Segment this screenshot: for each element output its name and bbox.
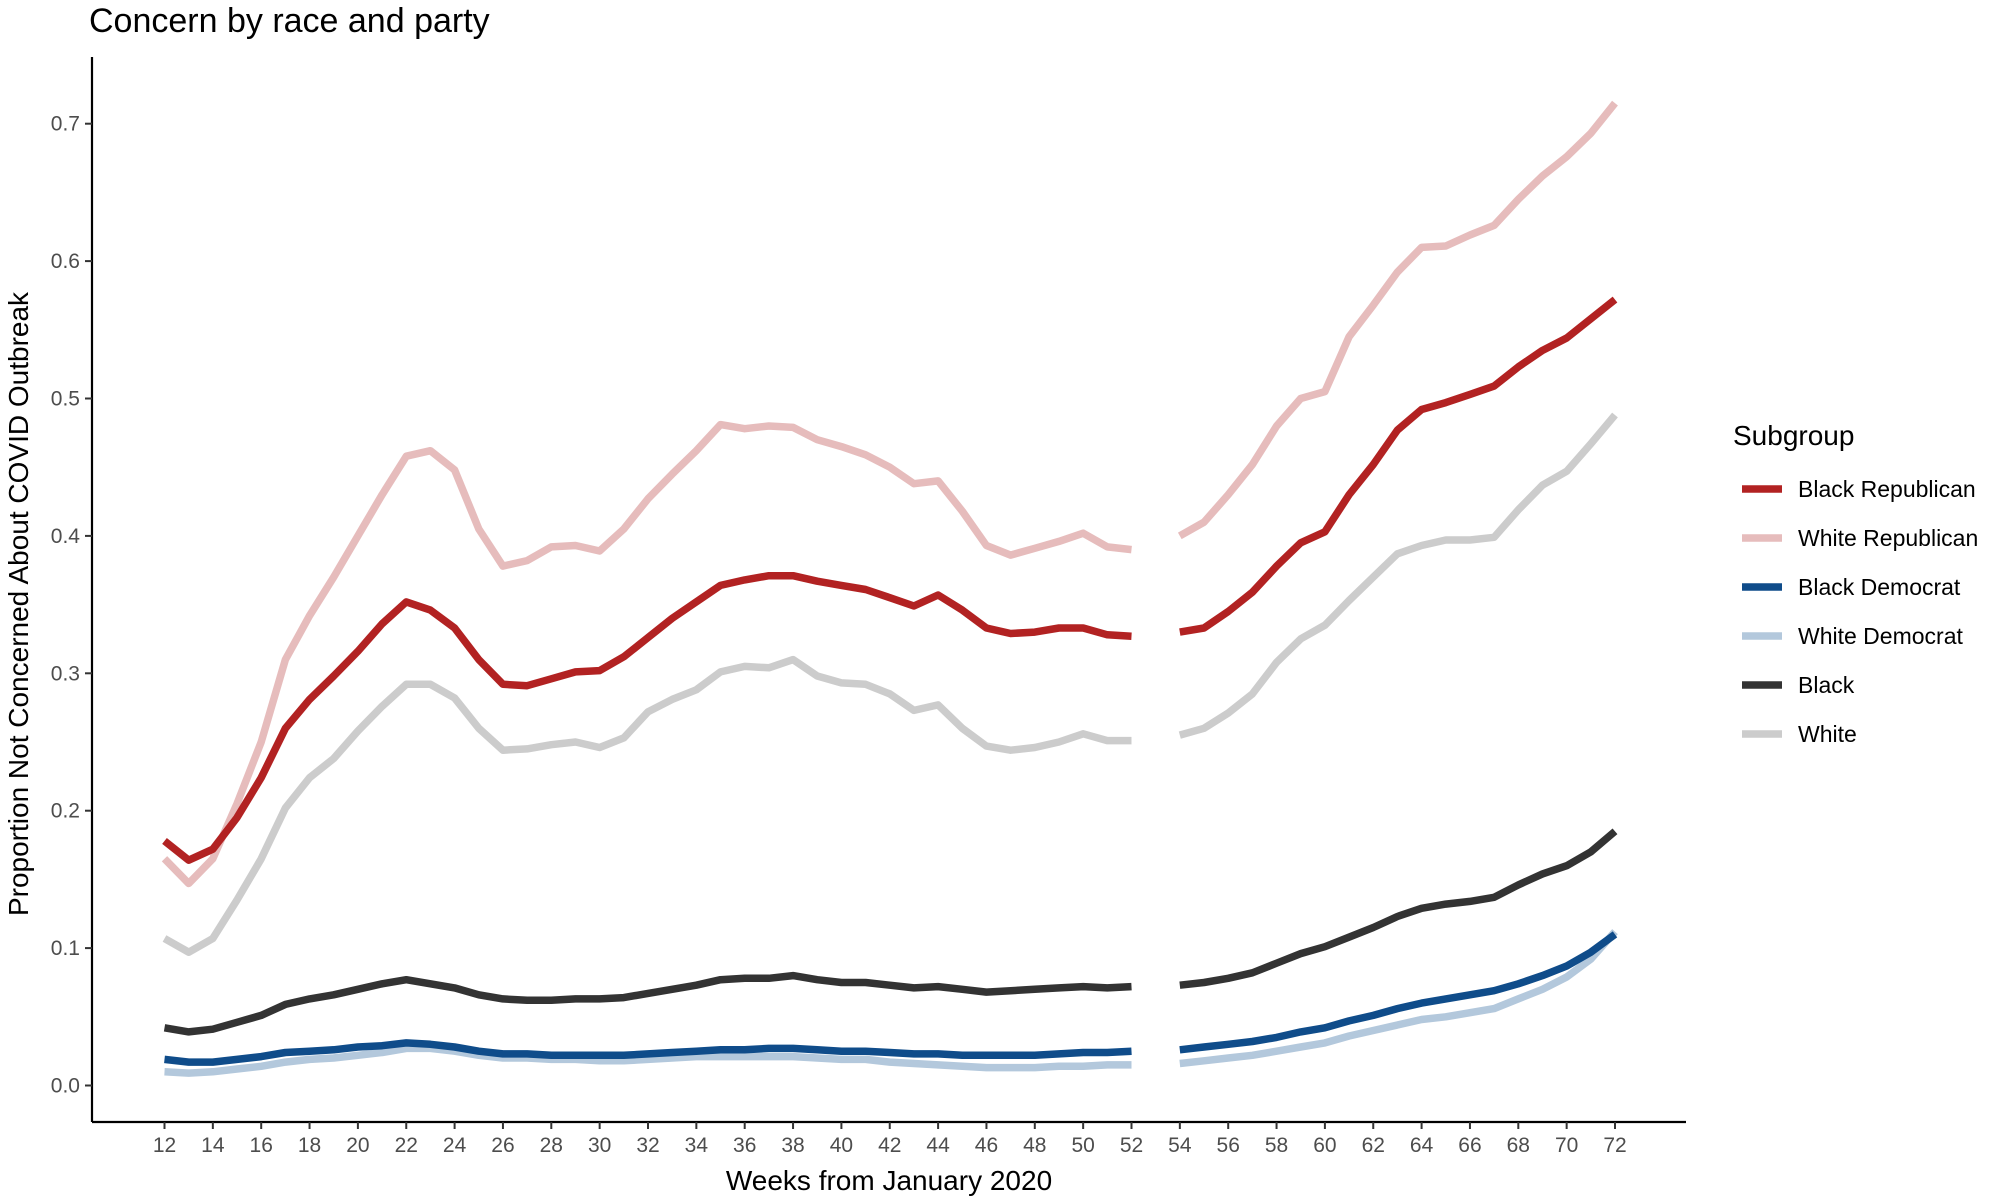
series-line-black-democrat (164, 1039, 1132, 1066)
y-tick-label: 0.6 (51, 250, 80, 273)
series-lines (161, 100, 1618, 1077)
legend-label: Black (1798, 672, 1855, 698)
legend-label: White Republican (1798, 525, 1978, 551)
series-line-white-republican (1177, 100, 1618, 540)
x-tick-label: 54 (1168, 1134, 1192, 1157)
x-tick-label: 12 (153, 1134, 176, 1157)
chart-title: Concern by race and party (89, 2, 490, 40)
axes: 0.0 0.1 0.2 0.3 0.4 0.5 0.6 0.7 12 14 16 18 20 22 24 26… (51, 57, 1686, 1157)
series-line-white-democrat (1179, 929, 1618, 1068)
x-tick-label: 46 (975, 1134, 998, 1157)
x-tick-label: 20 (346, 1134, 369, 1157)
x-tick-label: 66 (1458, 1134, 1481, 1157)
x-tick-label: 50 (1071, 1134, 1094, 1157)
legend: Subgroup Black Republican White Republica… (1733, 420, 1978, 747)
legend-item-white: White (1742, 721, 1857, 747)
x-tick-label: 22 (395, 1134, 418, 1157)
legend-item-black-republican: Black Republican (1742, 476, 1976, 502)
x-tick-label: 36 (733, 1134, 756, 1157)
legend-item-white-democrat: White Democrat (1742, 623, 1963, 649)
y-tick-label: 0.4 (51, 525, 81, 548)
x-tick-label: 44 (926, 1134, 950, 1157)
x-tick-label: 38 (781, 1134, 804, 1157)
x-tick-label: 58 (1265, 1134, 1288, 1157)
series-line-white-democrat (164, 1044, 1132, 1077)
x-tick-label: 62 (1362, 1134, 1385, 1157)
x-tick-label: 64 (1410, 1134, 1434, 1157)
x-tick-label: 30 (588, 1134, 611, 1157)
series-line-black-republican (162, 571, 1132, 864)
legend-label: Black Republican (1798, 476, 1976, 502)
y-axis-label: Proportion Not Concerned About COVID Out… (3, 291, 34, 916)
series-line-black-democrat (1179, 931, 1618, 1054)
series-line-black-republican (1179, 296, 1618, 636)
series-line-white (162, 655, 1132, 956)
legend-item-white-republican: White Republican (1742, 525, 1978, 551)
x-axis-label: Weeks from January 2020 (726, 1165, 1052, 1196)
legend-title: Subgroup (1733, 420, 1854, 451)
series-line-black (163, 971, 1132, 1036)
y-tick-label: 0.0 (51, 1075, 80, 1098)
y-tick-label: 0.5 (51, 388, 80, 411)
legend-label: White (1798, 721, 1857, 747)
x-tick-label: 32 (636, 1134, 659, 1157)
x-tick-label: 42 (878, 1134, 901, 1157)
legend-label: White Democrat (1798, 623, 1963, 649)
x-tick-label: 56 (1217, 1134, 1240, 1157)
series-line-white (1178, 412, 1618, 739)
series-line-black (1179, 828, 1618, 989)
x-tick-label: 40 (830, 1134, 853, 1157)
legend-item-black-democrat: Black Democrat (1742, 574, 1961, 600)
x-tick-label: 68 (1507, 1134, 1530, 1157)
x-tick-label: 60 (1313, 1134, 1336, 1157)
x-tick-label: 70 (1555, 1134, 1578, 1157)
x-tick-label: 48 (1023, 1134, 1046, 1157)
legend-item-black: Black (1742, 672, 1855, 698)
y-tick-label: 0.2 (51, 800, 80, 823)
x-tick-label: 24 (443, 1134, 467, 1157)
y-tick-label: 0.3 (51, 662, 80, 685)
x-tick-label: 52 (1120, 1134, 1143, 1157)
x-tick-label: 26 (491, 1134, 514, 1157)
y-tick-label: 0.1 (51, 937, 80, 960)
x-tick-label: 16 (250, 1134, 273, 1157)
x-tick-label: 72 (1603, 1134, 1626, 1157)
legend-label: Black Democrat (1798, 574, 1961, 600)
series-line-white-republican (161, 420, 1132, 888)
x-tick-label: 34 (685, 1134, 709, 1157)
x-tick-label: 14 (201, 1134, 225, 1157)
x-tick-label: 18 (298, 1134, 321, 1157)
y-tick-label: 0.7 (51, 113, 80, 136)
x-tick-label: 28 (540, 1134, 563, 1157)
